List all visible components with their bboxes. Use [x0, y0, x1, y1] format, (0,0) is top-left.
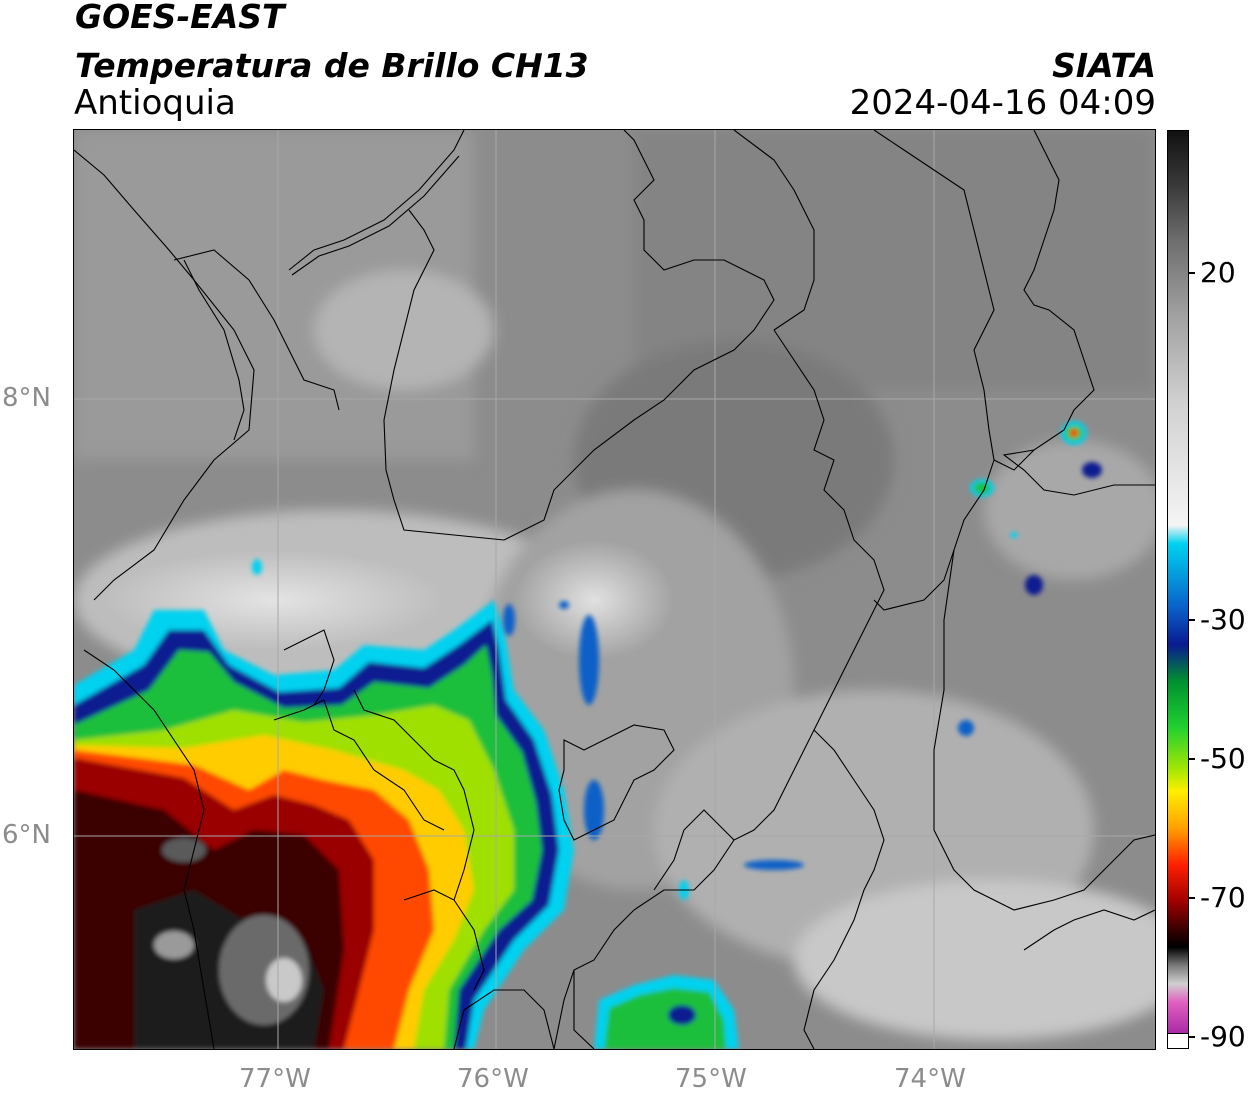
colorbar-label-minus50: -50	[1200, 742, 1246, 775]
region-title: Antioquia	[74, 83, 236, 123]
lon-label-76w: 76°W	[457, 1064, 529, 1094]
datetime-label: 2024-04-16 04:09	[849, 83, 1156, 123]
satellite-map	[73, 129, 1156, 1050]
colorbar-tick	[1189, 897, 1195, 899]
lat-label-6n: 6°N	[2, 820, 51, 850]
lon-label-77w: 77°W	[239, 1064, 311, 1094]
lon-label-74w: 74°W	[894, 1064, 966, 1094]
small-cold-cells	[252, 421, 1102, 900]
lon-label-75w: 75°W	[675, 1064, 747, 1094]
colorbar-extension-white	[1168, 1033, 1188, 1048]
brightness-temperature-image	[74, 130, 1155, 1049]
colorbar-label-minus90: -90	[1200, 1020, 1246, 1053]
colorbar-tick	[1189, 1036, 1195, 1038]
colorbar-tick	[1189, 272, 1195, 274]
convective-system-west	[74, 600, 574, 1049]
organization-label: SIATA	[1052, 46, 1156, 85]
lat-label-8n: 8°N	[2, 383, 51, 413]
temperature-colorbar	[1167, 130, 1189, 1049]
colorbar-label-minus70: -70	[1200, 881, 1246, 914]
convective-system-south	[594, 975, 739, 1049]
political-boundaries	[74, 130, 1155, 1049]
colorbar-tick	[1189, 619, 1195, 621]
colorbar-tick	[1189, 758, 1195, 760]
colorbar-label-20: 20	[1200, 256, 1236, 289]
product-title: Temperatura de Brillo CH13	[75, 46, 589, 85]
colorbar-label-minus30: -30	[1200, 603, 1246, 636]
satellite-title: GOES-EAST	[75, 0, 285, 36]
